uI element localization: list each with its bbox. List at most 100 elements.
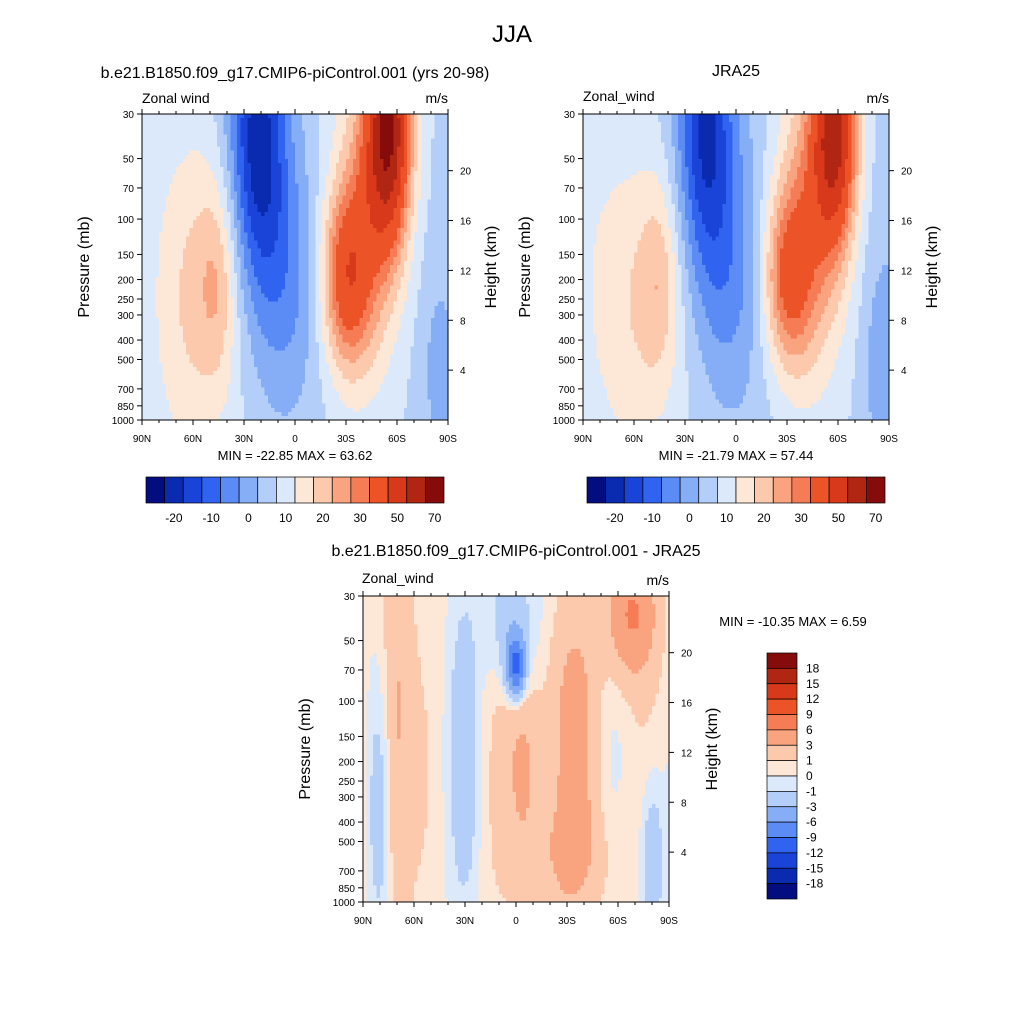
contour-cell [376,142,381,148]
contour-cell [427,269,432,274]
contour-cell [240,264,245,270]
contour-cell [233,195,238,201]
contour-cell [176,297,180,303]
contour-cell [165,273,170,278]
contour-cell [271,114,275,119]
contour-cell [393,256,398,262]
contour-cell [278,211,282,217]
contour-cell [352,216,357,221]
contour-cell [250,118,255,123]
contour-cell [176,289,180,294]
contour-cell [206,183,211,188]
contour-cell [400,326,405,331]
contour-cell [213,118,218,123]
contour-cell [332,118,337,123]
contour-cell [390,224,394,229]
contour-cell [210,334,214,339]
contour-cell [393,183,398,188]
contour-cell [182,187,187,192]
contour-cell [240,256,245,262]
contour-cell [403,224,408,229]
contour-cell [213,252,218,258]
contour-cell [230,150,235,156]
contour-cell [363,264,367,270]
contour-cell [335,273,340,278]
contour-cell [363,150,367,156]
contour-cell [380,216,384,221]
contour-cell [172,191,177,196]
contour-cell [145,309,150,315]
contour-cell [155,130,160,135]
contour-cell [152,216,156,221]
contour-cell [186,216,190,221]
contour-cell [145,142,150,148]
contour-cell [417,273,422,278]
contour-cell [298,322,303,327]
contour-cell [312,191,316,196]
contour-cell [196,175,201,180]
contour-cell [169,130,173,135]
contour-cell [203,167,207,172]
contour-cell [274,318,279,323]
contour-cell [312,232,316,237]
contour-cell [203,334,207,339]
contour-cell [196,277,201,282]
contour-cell [216,309,221,315]
contour-cell [240,285,245,290]
contour-cell [264,318,269,323]
contour-cell [148,179,153,184]
contour-cell [400,252,405,258]
contour-cell [169,297,173,303]
contour-cell [281,322,286,327]
contour-cell [162,191,167,196]
contour-cell [145,228,150,233]
contour-cell [274,146,279,152]
contour-cell [247,232,252,237]
contour-cell [159,146,163,152]
contour-cell [386,175,391,180]
contour-cell [414,244,418,250]
contour-cell [182,248,187,254]
contour-cell [339,326,343,331]
contour-cell [233,248,238,254]
contour-cell [410,285,415,290]
contour-cell [261,289,265,294]
contour-cell [356,216,360,221]
contour-cell [247,183,252,188]
contour-cell [431,252,435,258]
contour-cell [237,297,241,303]
contour-cell [169,150,173,156]
contour-cell [295,216,299,221]
contour-cell [162,224,167,229]
contour-cell [182,309,187,315]
contour-cell [284,334,289,339]
contour-cell [244,146,248,152]
contour-cell [257,187,262,192]
contour-cell [284,252,289,258]
contour-cell [397,334,401,339]
contour-cell [271,154,275,160]
contour-cell [424,179,428,184]
contour-cell [393,199,398,205]
contour-cell [393,146,398,152]
contour-cell [227,248,231,254]
contour-cell [172,146,177,152]
contour-cell [206,244,211,250]
contour-cell [216,326,221,331]
contour-cell [335,142,340,148]
contour-cell [444,216,449,221]
contour-cell [227,232,231,237]
contour-cell [159,285,163,290]
contour-cell [315,162,320,168]
contour-cell [267,269,272,274]
contour-cell [325,264,330,270]
contour-cell [213,171,218,176]
contour-cell [172,240,177,245]
contour-cell [250,199,255,205]
contour-cell [240,305,245,311]
contour-cell [349,150,354,156]
contour-cell [159,118,163,123]
contour-cell [165,228,170,233]
contour-cell [152,134,156,139]
contour-cell [329,334,333,339]
